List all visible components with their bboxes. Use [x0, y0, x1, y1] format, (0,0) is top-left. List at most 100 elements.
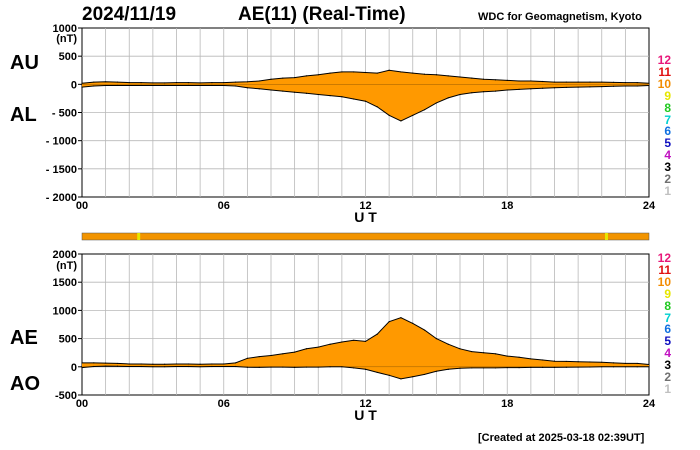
au-label: AU — [10, 52, 39, 74]
y-unit-label: (nT) — [56, 260, 77, 272]
data-point-ao — [305, 366, 308, 368]
data-point-al — [412, 114, 414, 116]
data-point-al — [423, 109, 426, 111]
data-point-al — [175, 84, 178, 87]
data-point-al — [282, 90, 284, 92]
data-point-ae — [93, 362, 95, 364]
data-point-ae — [246, 357, 248, 359]
data-point-au — [353, 71, 355, 73]
legend-entry: 9 — [664, 286, 671, 301]
data-point-al — [211, 84, 213, 87]
data-point-au — [270, 78, 272, 80]
data-point-al — [447, 97, 449, 99]
data-point-ae — [542, 359, 544, 361]
data-point-ao — [234, 365, 237, 368]
station-count-marker — [137, 233, 141, 240]
data-point-ae — [116, 362, 119, 365]
data-point-au — [93, 81, 95, 83]
data-point-au — [341, 71, 343, 73]
data-point-al — [364, 100, 367, 102]
data-point-au — [199, 82, 201, 84]
data-point-au — [329, 72, 331, 74]
data-point-al — [565, 86, 567, 89]
station-count-legend-top: 12 11 10 9 8 7 6 5 4 3 2 1 — [651, 54, 671, 198]
data-point-au — [81, 82, 83, 84]
data-point-ae — [447, 343, 449, 345]
data-point-al — [400, 120, 402, 122]
data-point-ae — [506, 355, 508, 357]
data-point-ae — [636, 362, 638, 365]
data-point-ao — [471, 367, 473, 369]
x-axis-label: U T — [354, 209, 377, 225]
data-point-al — [376, 106, 378, 108]
legend-entry: 12 — [657, 251, 671, 265]
data-point-ae — [364, 340, 367, 343]
data-point-au — [128, 82, 130, 84]
data-point-au — [624, 82, 626, 84]
y-tick-label: 500 — [59, 51, 77, 63]
legend-entry: 8 — [664, 100, 671, 115]
data-point-ao — [388, 374, 390, 376]
y-tick-label: 1000 — [53, 305, 77, 317]
data-point-ae — [305, 348, 308, 350]
legend-entry: 4 — [664, 148, 671, 163]
data-point-al — [494, 90, 497, 92]
data-point-al — [199, 84, 201, 87]
data-point-ao — [105, 365, 107, 367]
data-point-ao — [542, 366, 544, 368]
data-point-al — [270, 89, 272, 91]
data-point-au — [589, 81, 591, 83]
data-point-ao — [423, 373, 426, 376]
x-tick-label: 18 — [501, 398, 513, 410]
data-point-au — [577, 81, 579, 83]
data-point-au — [553, 81, 556, 83]
data-point-al — [81, 86, 83, 88]
data-point-ao — [376, 371, 378, 374]
data-point-au — [423, 73, 426, 75]
y-tick-label: - 1000 — [46, 136, 77, 148]
data-point-ae — [199, 363, 201, 365]
data-point-au — [494, 79, 497, 81]
data-point-au — [187, 82, 189, 84]
legend-entry: 5 — [664, 136, 671, 151]
data-point-au — [648, 82, 650, 84]
data-point-au — [282, 77, 284, 79]
x-tick-label: 18 — [501, 200, 513, 212]
y-tick-label: 1000 — [53, 23, 77, 35]
data-point-al — [116, 84, 119, 87]
data-point-ae — [400, 317, 402, 319]
station-count-legend-bottom: 12 11 10 9 8 7 6 5 4 3 2 1 — [651, 251, 671, 396]
data-point-ao — [187, 365, 189, 368]
data-point-al — [187, 84, 189, 87]
data-point-al — [305, 92, 308, 94]
data-point-ae — [81, 362, 83, 364]
legend-entry: 9 — [664, 88, 671, 103]
legend-entry: 1 — [664, 183, 671, 198]
data-point-au — [258, 80, 260, 82]
data-point-ae — [624, 362, 626, 365]
data-point-ae — [341, 341, 343, 343]
data-point-au — [530, 80, 532, 82]
data-point-ao — [612, 366, 615, 368]
legend-entry: 11 — [658, 64, 671, 79]
y-tick-label: - 500 — [52, 108, 77, 120]
data-point-ao — [246, 366, 248, 368]
data-point-ao — [601, 366, 603, 368]
data-point-al — [388, 114, 390, 116]
data-point-au — [506, 79, 508, 81]
data-point-au — [175, 82, 178, 84]
data-point-ae — [423, 329, 426, 331]
data-point-ae — [317, 346, 319, 348]
data-point-al — [530, 88, 532, 90]
legend-entry: 4 — [664, 346, 671, 361]
data-point-ao — [317, 366, 319, 368]
institution-label: WDC for Geomagnetism, Kyoto — [478, 11, 642, 23]
x-axis-label: U T — [354, 407, 377, 423]
data-point-al — [294, 91, 296, 93]
data-point-ao — [199, 366, 201, 368]
data-point-au — [116, 81, 119, 83]
data-point-al — [329, 95, 331, 97]
legend-entry: 11 — [658, 262, 671, 277]
x-tick-label: 12 — [359, 398, 371, 410]
y-tick-label: -500 — [55, 390, 77, 402]
